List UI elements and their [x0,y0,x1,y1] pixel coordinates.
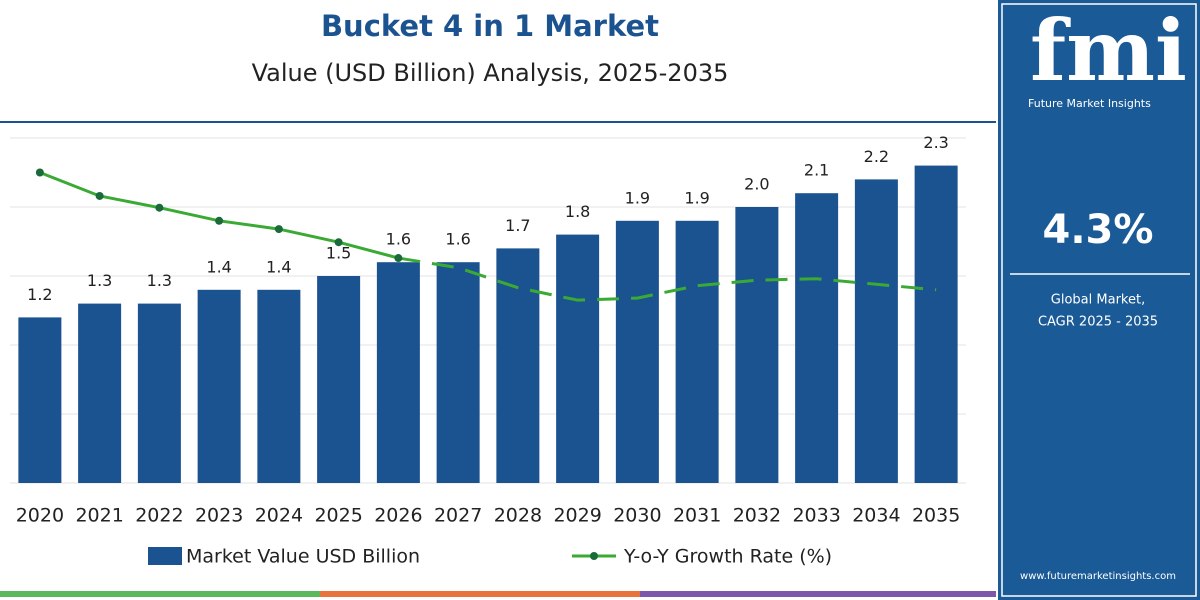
x-tick-label: 2035 [912,505,960,527]
brand: Future Market Insights [1028,97,1151,110]
bar [137,303,181,483]
bar [18,317,62,483]
data-label: 2.0 [744,175,769,194]
line-point [394,254,403,263]
data-label: 1.8 [565,202,590,221]
logo: fmi [1030,1,1187,100]
data-label: 1.9 [684,188,709,207]
bar [556,234,600,483]
x-tick-label: 2034 [852,505,900,527]
data-label: 1.6 [386,230,411,249]
cagr-value: 4.3% [1043,207,1154,253]
bar [854,179,898,483]
x-tick-label: 2032 [733,505,781,527]
bar [317,276,361,483]
x-tick-label: 2022 [135,505,183,527]
bar [257,289,301,483]
data-label: 1.9 [625,188,650,207]
data-label: 1.4 [206,257,231,276]
x-tick-label: 2033 [792,505,840,527]
x-tick-label: 2028 [494,505,542,527]
bar [914,165,958,483]
data-label: 1.7 [505,216,530,235]
data-label: 1.6 [445,230,470,249]
bar [735,207,779,483]
legend-swatch [590,552,598,560]
url: www.futuremarketinsights.com [1020,571,1176,582]
x-tick-label: 2026 [374,505,422,527]
x-tick-label: 2021 [75,505,123,527]
x-tick-label: 2029 [553,505,601,527]
data-label: 1.5 [326,244,351,263]
data-label: 1.3 [147,271,172,290]
bar [376,262,420,483]
bar [197,289,241,483]
bar [795,193,839,483]
sidebar-border [1001,3,1197,597]
x-tick-label: 2025 [314,505,362,527]
sidebar [998,0,1200,600]
data-label: 1.3 [87,271,112,290]
line-point [215,216,224,225]
x-tick-label: 2023 [195,505,243,527]
x-tick-label: 2027 [434,505,482,527]
cagr-caption: CAGR 2025 - 2035 [1038,315,1158,330]
data-label: 1.4 [266,257,291,276]
bar [436,262,480,483]
data-label: 1.2 [27,285,52,304]
bar [675,220,719,484]
legend-label: Market Value USD Billion [186,546,420,568]
data-label: 2.1 [804,161,829,180]
strip-green [0,591,320,597]
x-tick-label: 2031 [673,505,721,527]
line-point [155,203,164,212]
line-point [95,191,104,200]
bar [78,303,122,483]
data-label: 2.3 [923,133,948,152]
data-label: 2.2 [864,147,889,166]
strip-orange [320,591,640,597]
line-point [274,225,283,234]
strip-purple [640,591,996,597]
x-tick-label: 2024 [255,505,303,527]
cagr-caption: Global Market, [1051,293,1145,308]
chart-subtitle: Value (USD Billion) Analysis, 2025-2035 [252,59,729,87]
line-point [334,238,343,247]
chart-title: Bucket 4 in 1 Market [321,9,659,43]
line-point [35,168,44,177]
bar [615,220,659,484]
x-tick-label: 2020 [16,505,64,527]
legend-label: Y-o-Y Growth Rate (%) [623,546,832,568]
line-dashed [398,256,937,302]
legend-swatch [148,547,182,565]
x-tick-label: 2030 [613,505,661,527]
